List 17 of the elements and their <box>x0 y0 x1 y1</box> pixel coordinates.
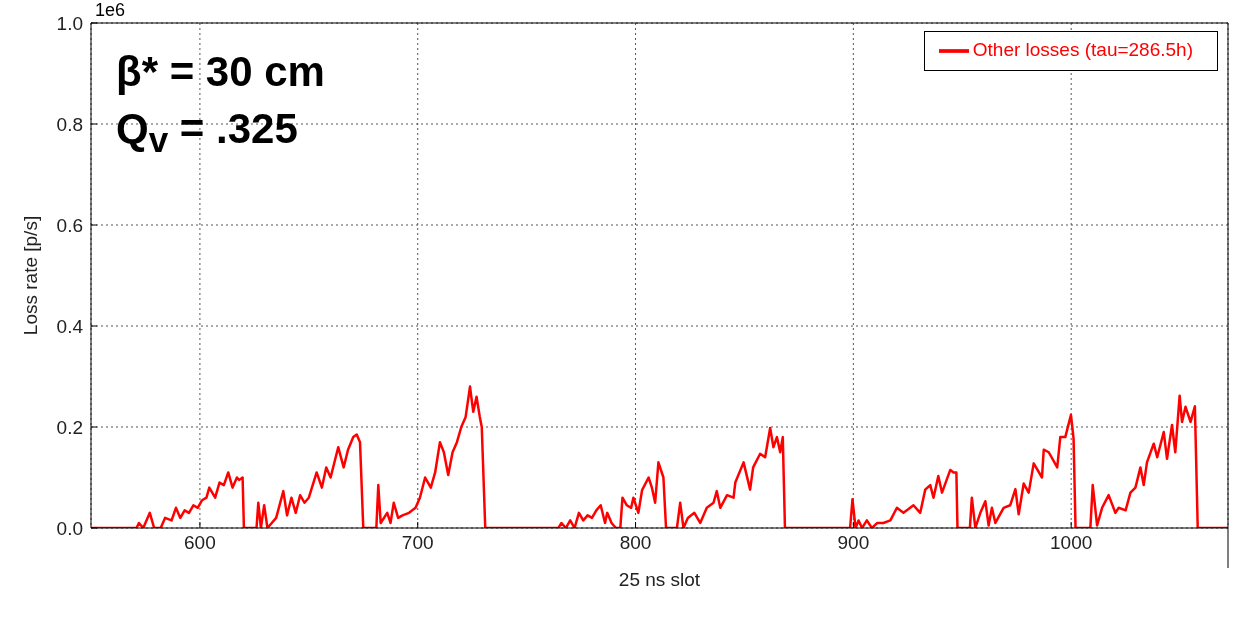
x-tick-label: 600 <box>184 532 216 554</box>
x-tick-label: 700 <box>401 532 434 554</box>
y-tick-label: 1.0 <box>56 12 83 34</box>
y-axis-title: Loss rate [p/s] <box>20 215 42 336</box>
y-tick-label: 0.4 <box>56 315 84 337</box>
x-tick-label: 1000 <box>1050 532 1093 554</box>
text: 1e6 <box>95 0 126 20</box>
y-tick-label: 0.6 <box>56 214 83 236</box>
y-tick-label: 0.2 <box>56 416 83 438</box>
annotation: Q$_{v}$ = .325 <box>116 105 298 160</box>
x-tick-label: 800 <box>619 532 652 554</box>
legend-label: Other losses (tau=286.5h) <box>972 39 1193 61</box>
x-tick-label: 900 <box>837 532 870 554</box>
y-tick-label: 0.8 <box>56 113 83 135</box>
x-axis-title: 25 ns slot <box>618 569 701 590</box>
annotation: β* = 30 cm <box>116 48 325 95</box>
y-tick-label: 0.0 <box>56 517 83 539</box>
